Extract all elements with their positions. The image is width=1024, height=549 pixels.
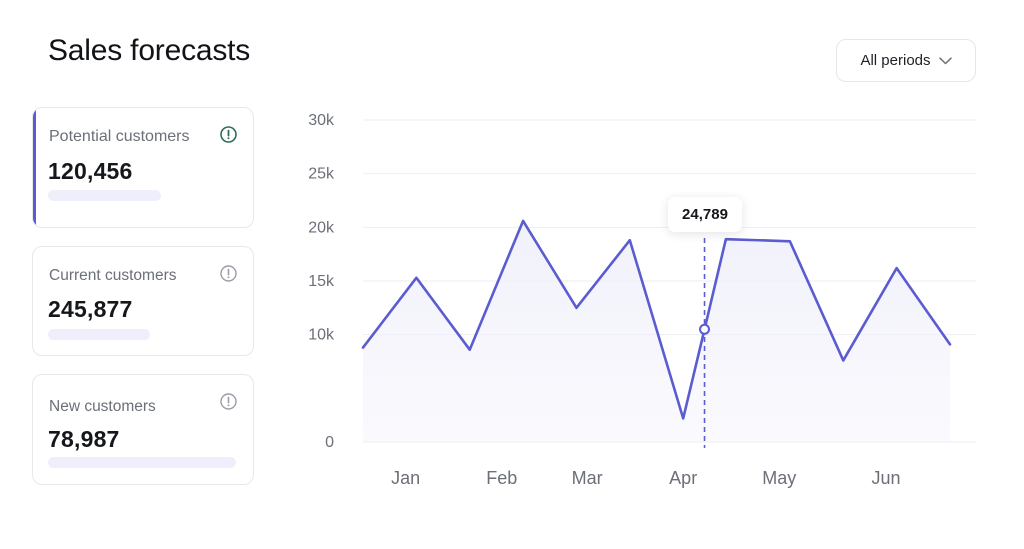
x-tick-label: Feb <box>486 468 517 488</box>
page-title: Sales forecasts <box>48 34 251 67</box>
period-select[interactable]: All periods <box>836 39 976 82</box>
stat-value: 245,877 <box>48 296 133 322</box>
chart-tooltip: 24,789 <box>668 197 742 232</box>
y-tick-label: 10k <box>308 327 335 344</box>
tooltip-value: 24,789 <box>682 206 728 223</box>
info-icon[interactable] <box>220 265 237 282</box>
x-tick-label: Jun <box>871 468 900 488</box>
stat-bar <box>48 190 161 201</box>
stat-bar <box>48 457 236 468</box>
chevron-down-icon <box>938 56 952 65</box>
y-tick-label: 30k <box>308 112 335 129</box>
x-tick-label: Mar <box>572 468 603 488</box>
period-select-value: All periods <box>860 52 931 69</box>
stat-value: 120,456 <box>48 158 133 184</box>
stat-value: 78,987 <box>48 426 120 452</box>
y-tick-label: 0 <box>325 434 334 451</box>
stat-label: New customers <box>49 398 156 415</box>
stat-label: Potential customers <box>49 128 190 145</box>
stat-label: Current customers <box>49 267 177 284</box>
info-icon[interactable] <box>220 393 237 410</box>
y-tick-label: 25k <box>308 166 335 183</box>
x-tick-label: Apr <box>669 468 697 488</box>
sales-forecast-chart: 0 10k 15k 20k 25k 30k Jan Feb Mar Apr May Jun <box>308 112 976 488</box>
x-tick-label: Jan <box>391 468 420 488</box>
stat-card-current-customers[interactable]: Current customers 245,877 <box>32 246 254 356</box>
highlight-marker <box>699 323 711 335</box>
y-tick-label: 15k <box>308 273 335 290</box>
stat-bar <box>48 329 150 340</box>
stat-card-new-customers[interactable]: New customers 78,987 <box>32 374 254 485</box>
x-tick-label: May <box>762 468 796 488</box>
stat-card-potential-customers[interactable]: Potential customers 120,456 <box>32 107 254 228</box>
info-icon[interactable] <box>220 126 237 143</box>
y-tick-label: 20k <box>308 219 335 236</box>
